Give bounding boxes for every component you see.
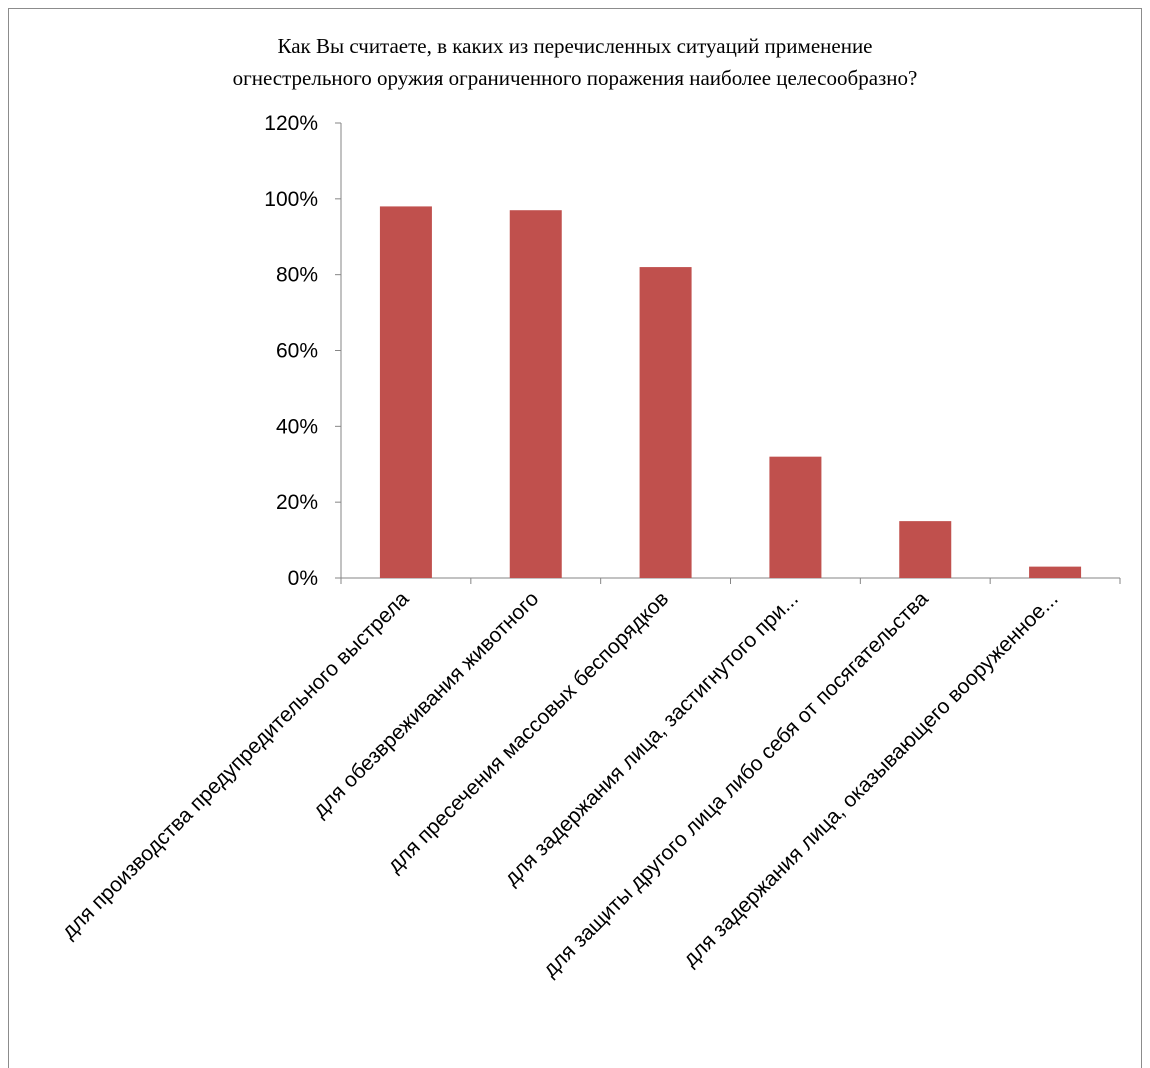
x-category-label: для обезвреживания животного <box>309 587 544 822</box>
x-category-label: для пресечения массовых беспорядков <box>383 587 673 877</box>
bar <box>1029 567 1081 578</box>
y-tick-label: 120% <box>264 112 318 135</box>
bar <box>899 521 951 578</box>
bar <box>769 457 821 578</box>
y-tick-label: 40% <box>276 415 318 438</box>
y-tick-label: 100% <box>264 188 318 211</box>
y-tick-label: 80% <box>276 264 318 287</box>
bar <box>640 267 692 578</box>
y-tick-label: 60% <box>276 340 318 363</box>
bar <box>510 210 562 578</box>
bar <box>380 206 432 578</box>
y-tick-label: 0% <box>288 567 318 590</box>
y-tick-label: 20% <box>276 491 318 514</box>
x-category-label: для задержания лица, застигнутого при... <box>500 587 803 890</box>
